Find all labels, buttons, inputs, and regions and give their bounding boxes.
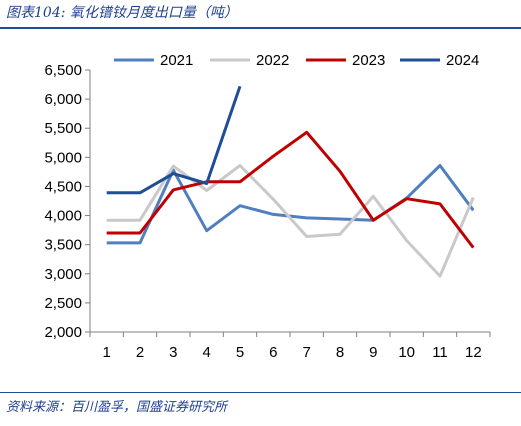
source-divider [0,392,521,393]
y-tick-label: 4,500 [44,178,82,195]
x-tick-label: 11 [432,344,448,361]
y-tick-label: 2,000 [44,324,82,341]
y-tick-label: 6,000 [44,91,82,108]
series-line-2024 [106,85,242,195]
x-tick-label: 12 [465,344,482,361]
legend-label-2022: 2022 [256,52,289,69]
legend-label-2024: 2024 [446,52,479,69]
y-tick-label: 3,000 [44,266,82,283]
x-tick-label: 10 [398,344,415,361]
x-tick-label: 4 [202,344,210,361]
chart-title: 图表104: 氧化镨钕月度出口量（吨） [6,5,238,21]
series-line-2022 [106,164,475,278]
legend-label-2023: 2023 [352,52,385,69]
y-tick-label: 5,500 [44,120,82,137]
y-tick-label: 2,500 [44,295,82,312]
title-divider [0,27,521,29]
x-tick-label: 8 [336,344,344,361]
y-tick-label: 6,500 [44,62,82,79]
series-line-2023 [106,130,475,249]
y-tick-label: 5,000 [44,149,82,166]
x-tick-label: 2 [136,344,144,361]
x-tick-label: 7 [302,344,310,361]
x-tick-label: 6 [269,344,277,361]
x-tick-label: 5 [236,344,244,361]
x-tick-label: 9 [369,344,377,361]
source-note: 资料来源：百川盈孚，国盛证券研究所 [6,400,228,415]
y-tick-label: 3,500 [44,237,82,254]
legend-label-2021: 2021 [160,52,193,69]
x-tick-label: 1 [102,344,110,361]
line-chart: 2,000 2,500 3,000 3,500 4,000 4,500 5,000 5,500… [44,52,491,361]
y-tick-label: 4,000 [44,208,82,225]
x-tick-label: 3 [169,344,177,361]
